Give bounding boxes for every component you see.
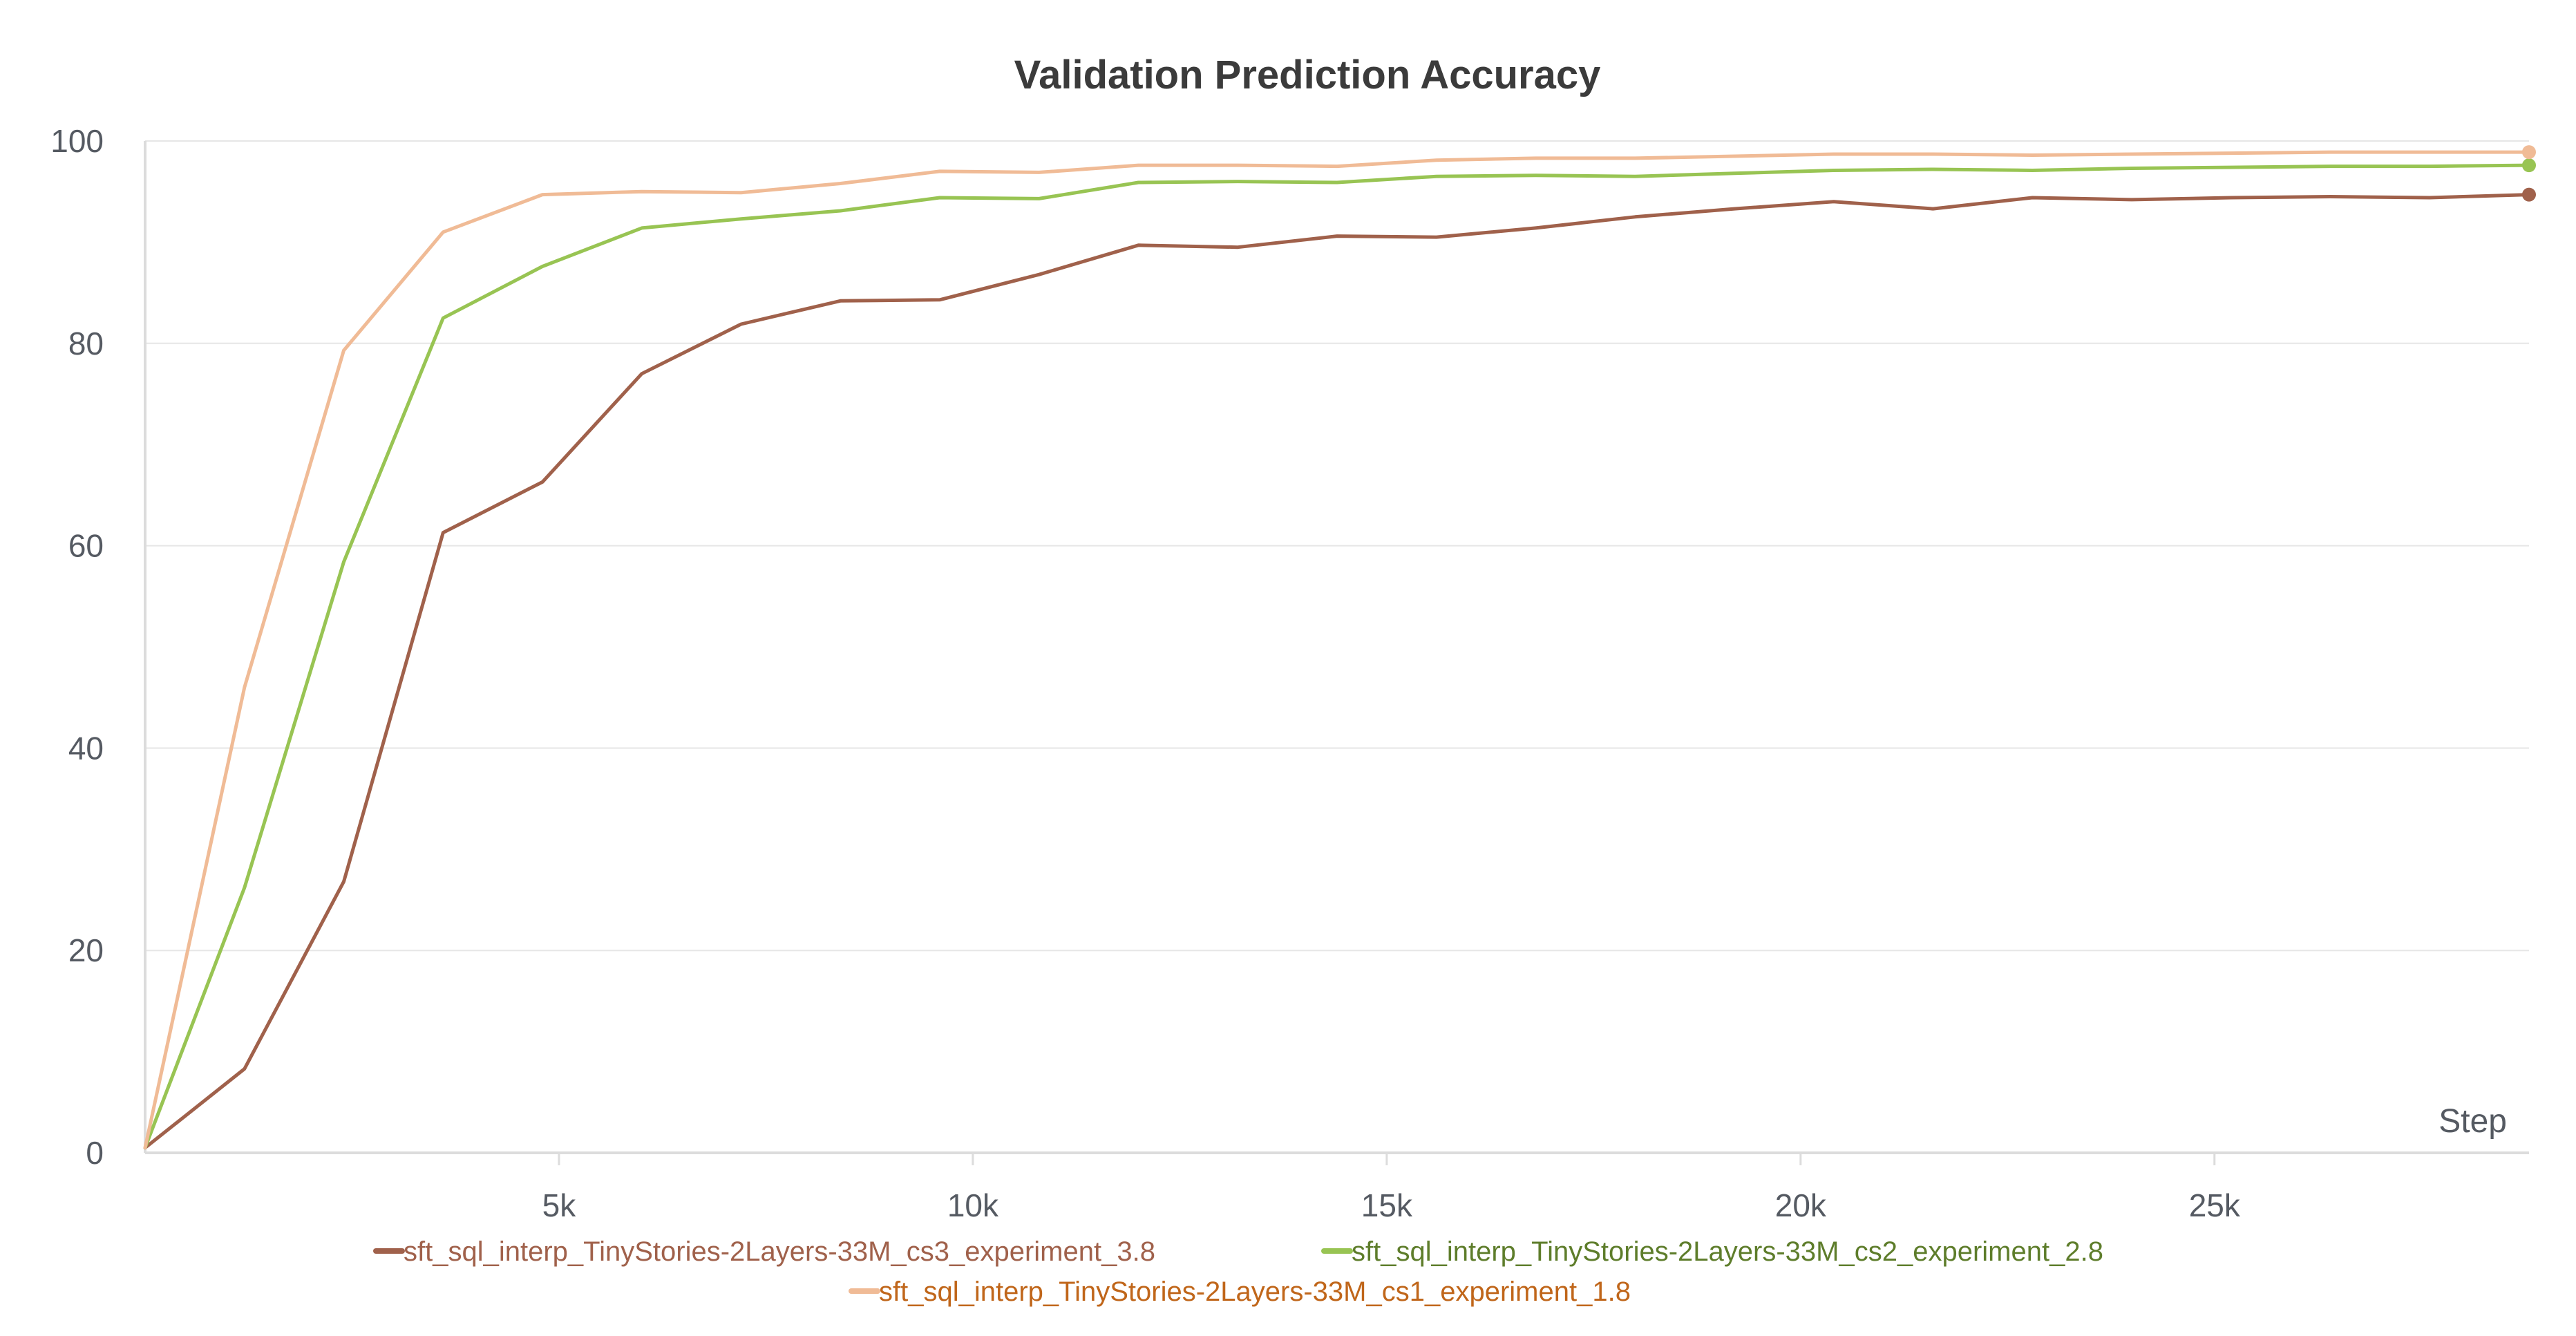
y-tick-label: 0 (86, 1135, 104, 1171)
series-line-2 (143, 163, 2531, 1150)
series-end-point-1 (2522, 187, 2536, 202)
y-tick-label: 20 (68, 932, 104, 968)
legend: sft_sql_interp_TinyStories-2Layers-33M_c… (373, 1236, 2103, 1307)
axis-layer: Step 0 20 40 60 80 100 5k 10k 15k 20k 25k (50, 123, 2529, 1223)
legend-entry: sft_sql_interp_TinyStories-2Layers-33M_c… (879, 1277, 1631, 1307)
series-end-point-3 (2522, 145, 2536, 160)
legend-entry: sft_sql_interp_TinyStories-2Layers-33M_c… (1352, 1236, 2103, 1267)
x-tick-label: 15k (1361, 1187, 1413, 1223)
series-line-1 (143, 193, 2531, 1150)
x-tick-label: 25k (2189, 1187, 2241, 1223)
x-axis-label: Step (2438, 1103, 2507, 1140)
x-tick-label: 10k (947, 1187, 999, 1223)
y-tick-label: 100 (50, 123, 104, 159)
grid-layer (145, 140, 2529, 952)
series-layer (143, 145, 2536, 1150)
y-tick-label: 40 (68, 730, 104, 766)
chart-title: Validation Prediction Accuracy (1014, 53, 1601, 97)
series-line-3 (143, 150, 2531, 1150)
series-end-point-2 (2522, 158, 2536, 173)
x-tick-label: 5k (542, 1187, 577, 1223)
y-tick-label: 80 (68, 326, 104, 361)
x-tick-label: 20k (1775, 1187, 1827, 1223)
y-tick-label: 60 (68, 528, 104, 564)
legend-entry: sft_sql_interp_TinyStories-2Layers-33M_c… (404, 1236, 1155, 1267)
